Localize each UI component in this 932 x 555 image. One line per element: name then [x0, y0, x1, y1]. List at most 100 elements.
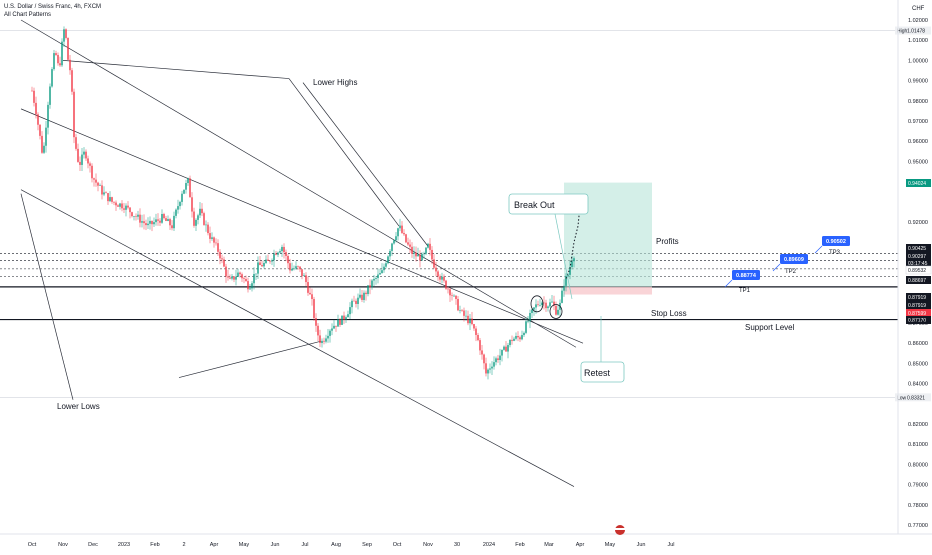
price-tag-value: 0.90425 — [908, 246, 926, 252]
candle-body — [451, 295, 453, 296]
candle-body — [275, 253, 277, 255]
candle-body — [201, 208, 203, 214]
trend-line — [62, 60, 290, 79]
tp-pointer — [772, 263, 781, 272]
candle-body — [191, 197, 193, 212]
candle-body — [243, 278, 245, 280]
candle-body — [551, 301, 553, 303]
y-tick-label: 1.01000 — [908, 38, 928, 44]
candle-body — [325, 338, 327, 342]
candle-body — [145, 223, 147, 226]
candle-body — [237, 272, 239, 277]
candle-body — [399, 225, 401, 229]
candle-body — [217, 243, 219, 252]
candle-body — [289, 263, 291, 271]
candle-body — [401, 225, 403, 233]
candle-body — [61, 41, 63, 66]
candle-body — [571, 261, 573, 268]
candle-body — [351, 300, 353, 308]
candle-body — [549, 302, 551, 307]
candle-body — [57, 54, 59, 64]
candle-body — [103, 192, 105, 195]
candle-body — [271, 260, 273, 262]
candle-body — [79, 161, 81, 165]
candle-body — [129, 207, 131, 213]
candle-body — [293, 268, 295, 270]
candle-body — [353, 300, 355, 302]
candle-body — [241, 274, 243, 279]
candle-body — [387, 256, 389, 264]
tp-badge — [780, 254, 808, 264]
y-tick-label: 0.85000 — [908, 361, 928, 367]
support-level-label: Support Level — [745, 323, 795, 332]
candle-body — [121, 203, 123, 209]
price-tag — [906, 244, 931, 252]
lower-lows-label: Lower Lows — [57, 402, 100, 411]
candle-body — [507, 345, 509, 352]
candle-body — [273, 253, 275, 261]
y-tick-label: 0.99000 — [908, 79, 928, 85]
price-tag — [906, 316, 931, 324]
candle-body — [255, 273, 257, 275]
candle-body — [77, 148, 79, 162]
trend-line — [20, 108, 584, 344]
candle-body — [295, 266, 297, 269]
candle-body — [461, 310, 463, 311]
tp-badge — [732, 270, 760, 280]
candle-body — [327, 335, 329, 339]
x-tick-label: Sep — [362, 542, 372, 548]
candle-body — [485, 363, 487, 374]
candle-body — [45, 127, 47, 146]
candle-body — [131, 212, 133, 217]
candle-body — [163, 213, 165, 219]
candle-body — [197, 215, 199, 220]
candle-body — [495, 358, 497, 363]
y-tick-label: 0.80000 — [908, 462, 928, 468]
candle-body — [155, 219, 157, 223]
tp-value: 0.89609 — [784, 257, 804, 263]
candle-body — [277, 252, 279, 255]
price-tag-value: 0.87170 — [908, 318, 926, 324]
candle-body — [337, 319, 339, 327]
x-tick-label: Aug — [331, 542, 341, 548]
candle-body — [545, 302, 547, 309]
candle-body — [213, 237, 215, 243]
candle-body — [157, 219, 159, 221]
candle-body — [233, 276, 235, 280]
trend-line — [20, 189, 575, 487]
candle-body — [557, 309, 559, 315]
candle-body — [569, 267, 571, 275]
candle-body — [153, 222, 155, 225]
candle-body — [453, 295, 455, 297]
candle-body — [221, 258, 223, 260]
candle-body — [389, 250, 391, 257]
candle-body — [159, 220, 161, 223]
candle-body — [533, 307, 535, 310]
candle-body — [219, 251, 221, 259]
candle-body — [369, 285, 371, 288]
candle-body — [419, 254, 421, 261]
candle-body — [363, 292, 365, 300]
candle-body — [343, 315, 345, 320]
candle-body — [431, 249, 433, 260]
candle-body — [411, 246, 413, 254]
x-tick-label: Feb — [150, 542, 159, 548]
symbol-title[interactable]: U.S. Dollar / Swiss Franc, 4h, FXCM — [4, 4, 102, 10]
candle-body — [563, 285, 565, 291]
candle-body — [409, 244, 411, 247]
breakout-callout — [508, 193, 589, 215]
high-badge — [895, 26, 931, 35]
candle-body — [565, 275, 567, 286]
candle-body — [179, 201, 181, 207]
indicator-name[interactable]: All Chart Patterns — [4, 12, 52, 18]
candle-body — [259, 262, 261, 266]
candle-body — [375, 278, 377, 279]
candle-body — [169, 219, 171, 226]
candle-body — [443, 276, 445, 281]
candle-body — [433, 259, 435, 268]
candle-body — [543, 302, 545, 304]
candle-body — [317, 325, 319, 336]
price-tag-value: 0.87919 — [908, 295, 926, 301]
price-tag-value: 03:17:45 — [908, 261, 928, 267]
